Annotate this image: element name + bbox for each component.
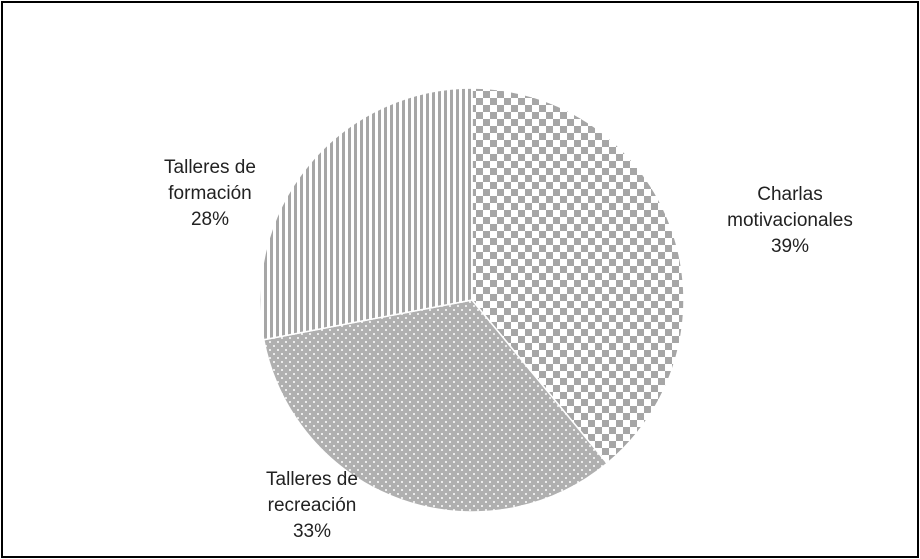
category-label: Talleres de formación <box>164 157 256 204</box>
pie-slice <box>471 87 685 465</box>
slice-label: Charlas motivacionales 39% <box>690 182 890 260</box>
category-label: Charlas motivacionales <box>727 184 853 231</box>
slice-label: Talleres de formación 28% <box>130 155 290 233</box>
category-label: Talleres de recreación <box>266 469 358 516</box>
value-label: 33% <box>292 521 332 542</box>
pie-slice <box>259 87 473 341</box>
value-label: 28% <box>190 209 230 230</box>
pie-slice <box>262 299 609 513</box>
slice-label: Talleres de recreación 33% <box>222 467 402 545</box>
value-label: 39% <box>770 236 810 257</box>
